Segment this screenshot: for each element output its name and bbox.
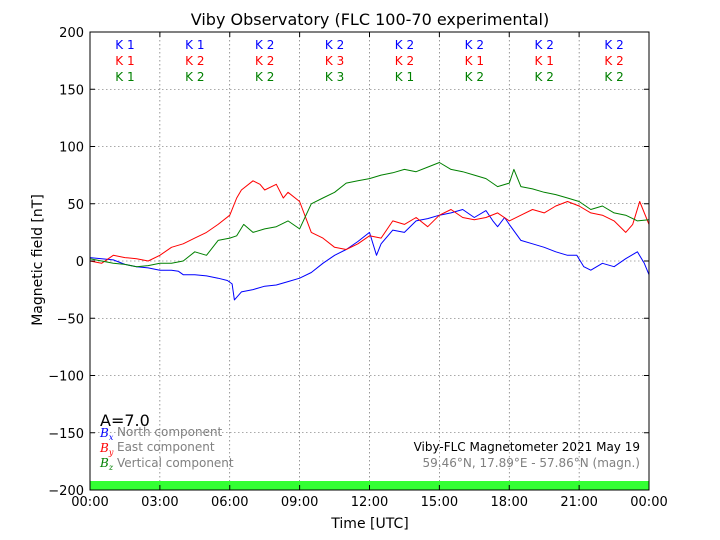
k-index-label: K 1 xyxy=(465,54,484,68)
k-index-label: K 1 xyxy=(115,38,134,52)
legend-bz-label: Vertical component xyxy=(117,456,234,470)
series-line-bx xyxy=(89,209,650,301)
x-tick-label: 06:00 xyxy=(211,495,248,510)
k-index-label: K 1 xyxy=(535,54,554,68)
k-index-label: K 2 xyxy=(185,70,204,84)
y-axis-label: Magnetic field [nT] xyxy=(30,194,46,326)
x-tick-label: 21:00 xyxy=(560,495,597,510)
grid-lines xyxy=(90,32,649,490)
x-tick-label: 00:00 xyxy=(71,495,108,510)
k-index-label: K 2 xyxy=(325,38,344,52)
station-name: Viby-FLC Magnetometer 2021 May 19 xyxy=(414,440,640,454)
y-tick-label: −150 xyxy=(48,427,84,442)
x-tick-label: 18:00 xyxy=(491,495,528,510)
x-tick-label: 15:00 xyxy=(421,495,458,510)
station-coordinates: 59.46°N, 17.89°E - 57.86°N (magn.) xyxy=(423,456,640,470)
k-index-label: K 1 xyxy=(185,38,204,52)
k-index-label: K 2 xyxy=(465,38,484,52)
k-index-label: K 2 xyxy=(395,38,414,52)
k-index-label: K 2 xyxy=(604,38,623,52)
series-line-bz xyxy=(89,162,650,268)
legend-by-label: East component xyxy=(117,440,215,454)
chart-title: Viby Observatory (FLC 100-70 experimenta… xyxy=(191,10,550,29)
axis-ticks: 00:00 03:00 06:00 09:00 12:00 15:00 18:00 21:00… xyxy=(48,26,667,510)
x-tick-label: 03:00 xyxy=(141,495,178,510)
k-index-label: K 2 xyxy=(395,54,414,68)
x-tick-label: 12:00 xyxy=(351,495,388,510)
legend-bx-label: North component xyxy=(117,425,223,439)
y-tick-label: −100 xyxy=(48,370,84,385)
x-tick-label: 09:00 xyxy=(281,495,318,510)
k-index-label: K 1 xyxy=(115,54,134,68)
legend-bx-symbol: Bx xyxy=(99,426,114,442)
legend-bz-symbol: Bz xyxy=(99,456,114,472)
y-tick-label: 200 xyxy=(59,26,84,41)
y-tick-label: −50 xyxy=(57,312,84,327)
k-index-label: K 3 xyxy=(325,70,344,84)
series-lines xyxy=(89,162,650,301)
k-index-label: K 3 xyxy=(325,54,344,68)
legend: Bx North component By East component Bz … xyxy=(99,425,234,472)
y-tick-label: 0 xyxy=(76,255,84,270)
k-index-label: K 2 xyxy=(535,70,554,84)
k-index-label: K 2 xyxy=(255,38,274,52)
x-axis-label: Time [UTC] xyxy=(330,516,408,532)
y-tick-label: 100 xyxy=(59,141,84,156)
k-index-labels: K 1 K 1 K 2 K 2 K 2 K 2 K 2 K 2 K 1 K 2 K 2 K 3 K 2 K… xyxy=(115,38,623,84)
k-index-label: K 2 xyxy=(465,70,484,84)
k-index-label: K 2 xyxy=(185,54,204,68)
k-index-label: K 2 xyxy=(255,70,274,84)
legend-by-symbol: By xyxy=(99,441,114,457)
k-index-label: K 1 xyxy=(395,70,414,84)
a-index-label: A=7.0 xyxy=(100,411,150,430)
k-index-label: K 2 xyxy=(255,54,274,68)
k-index-label: K 2 xyxy=(604,54,623,68)
series-line-by xyxy=(89,180,650,264)
x-tick-label: 00:00 xyxy=(630,495,667,510)
k-index-label: K 2 xyxy=(604,70,623,84)
k-index-label: K 1 xyxy=(115,70,134,84)
k-index-label: K 2 xyxy=(535,38,554,52)
y-tick-label: 50 xyxy=(67,198,84,213)
y-tick-label: −200 xyxy=(48,484,84,499)
y-tick-label: 150 xyxy=(59,83,84,98)
